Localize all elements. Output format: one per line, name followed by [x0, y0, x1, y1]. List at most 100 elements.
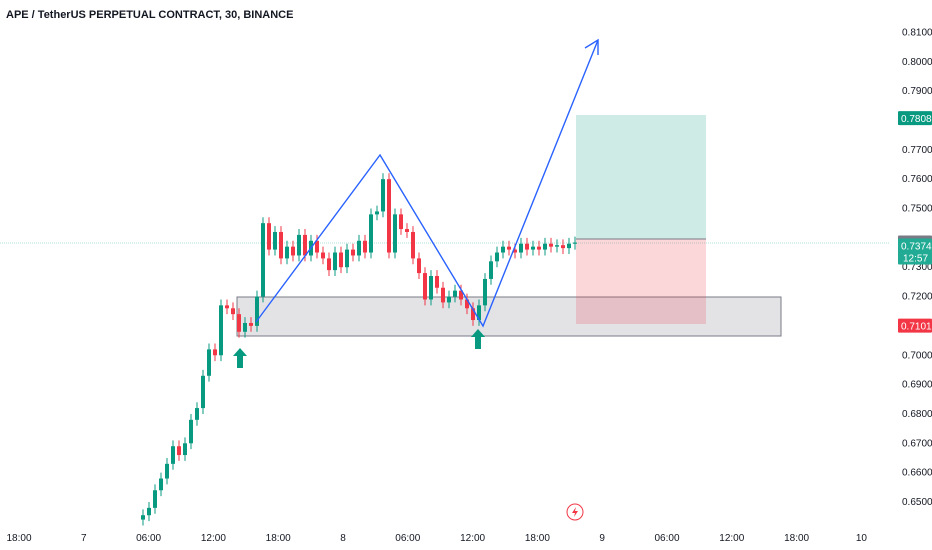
x-tick-label: 9	[599, 533, 605, 544]
stop-loss-badge	[898, 318, 932, 333]
candle	[225, 305, 229, 309]
risk-zone[interactable]	[576, 239, 706, 324]
candle	[573, 242, 577, 244]
candle	[327, 258, 331, 271]
candle	[261, 223, 265, 297]
y-tick-label: 0.6900	[902, 380, 932, 391]
candle	[177, 446, 181, 456]
x-tick-label: 12:00	[719, 533, 744, 544]
candle	[195, 408, 199, 420]
candle	[141, 515, 145, 520]
candle	[369, 214, 373, 253]
candle	[315, 240, 319, 253]
x-tick-label: 8	[340, 533, 346, 544]
candle	[237, 314, 241, 332]
candle	[243, 322, 247, 332]
pattern-line[interactable]	[255, 39, 599, 328]
y-tick-label: 0.7600	[902, 174, 932, 185]
arrow-up-icon	[233, 348, 247, 368]
x-tick-label: 18:00	[784, 533, 809, 544]
candle	[471, 308, 475, 321]
chart-title: APE / TetherUS PERPETUAL CONTRACT, 30, B…	[6, 9, 294, 21]
candle	[429, 276, 433, 300]
y-tick-label: 0.6800	[902, 409, 932, 420]
candle	[171, 446, 175, 464]
y-tick-label: 0.7700	[902, 145, 932, 156]
candle	[501, 246, 505, 253]
candle	[477, 305, 481, 321]
candle	[165, 463, 169, 479]
candle	[555, 245, 559, 247]
candle	[153, 490, 157, 508]
candle	[267, 223, 271, 250]
candle	[147, 507, 151, 516]
candle	[273, 231, 277, 250]
candle	[207, 349, 211, 376]
candle	[417, 258, 421, 274]
y-tick-label: 0.7000	[902, 350, 932, 361]
x-tick-label: 18:00	[525, 533, 550, 544]
candle	[561, 245, 565, 249]
candle	[291, 246, 295, 256]
current-price-countdown: 12:57	[903, 253, 928, 264]
candle	[513, 249, 517, 253]
candle	[345, 249, 349, 268]
candle	[189, 419, 193, 444]
lightning-icon[interactable]	[566, 503, 584, 521]
y-tick-label: 0.8000	[902, 57, 932, 68]
x-tick-label: 06:00	[136, 533, 161, 544]
candle	[393, 214, 397, 253]
candle	[531, 246, 535, 250]
y-tick-label: 0.6600	[902, 468, 932, 479]
candle	[537, 246, 541, 250]
candle	[411, 231, 415, 259]
arrow-up-icon	[471, 329, 485, 349]
current-price-badge	[898, 238, 932, 265]
candle	[543, 243, 547, 250]
candle	[375, 211, 379, 215]
candle	[399, 214, 403, 230]
candle	[495, 252, 499, 262]
candle	[525, 243, 529, 250]
candle	[249, 322, 253, 326]
candle	[255, 296, 259, 326]
y-tick-label: 0.8100	[902, 27, 932, 38]
x-tick-label: 18:00	[266, 533, 291, 544]
x-tick-label: 10	[856, 533, 868, 544]
y-tick-label: 0.7200	[902, 292, 932, 303]
candle	[339, 252, 343, 268]
candle	[567, 243, 571, 249]
candle	[387, 179, 391, 253]
candle	[219, 305, 223, 356]
arrowhead	[584, 38, 599, 55]
candle	[507, 246, 511, 250]
candle	[441, 287, 445, 303]
candle	[519, 243, 523, 253]
candle	[465, 299, 469, 309]
candle	[447, 296, 451, 303]
current-price-label: 0.7374	[901, 241, 932, 252]
candle	[423, 273, 427, 300]
candle	[297, 234, 301, 256]
candle	[453, 290, 457, 297]
candle	[549, 243, 553, 247]
candle	[357, 240, 361, 256]
candle	[381, 179, 385, 212]
y-tick-label: 0.7300	[902, 262, 932, 273]
y-tick-label: 0.6500	[902, 497, 932, 508]
take-profit-badge	[898, 111, 932, 126]
x-tick-label: 7	[81, 533, 87, 544]
candle	[351, 249, 355, 256]
y-tick-label: 0.7900	[902, 86, 932, 97]
y-tick-label: 0.7500	[902, 204, 932, 215]
target-zone[interactable]	[576, 115, 706, 239]
candle	[459, 290, 463, 300]
candle	[363, 240, 367, 253]
x-tick-label: 12:00	[460, 533, 485, 544]
candle	[483, 278, 487, 306]
candle	[333, 252, 337, 271]
y-tick-label: 0.6700	[902, 438, 932, 449]
candle	[159, 478, 163, 491]
candle	[183, 443, 187, 456]
